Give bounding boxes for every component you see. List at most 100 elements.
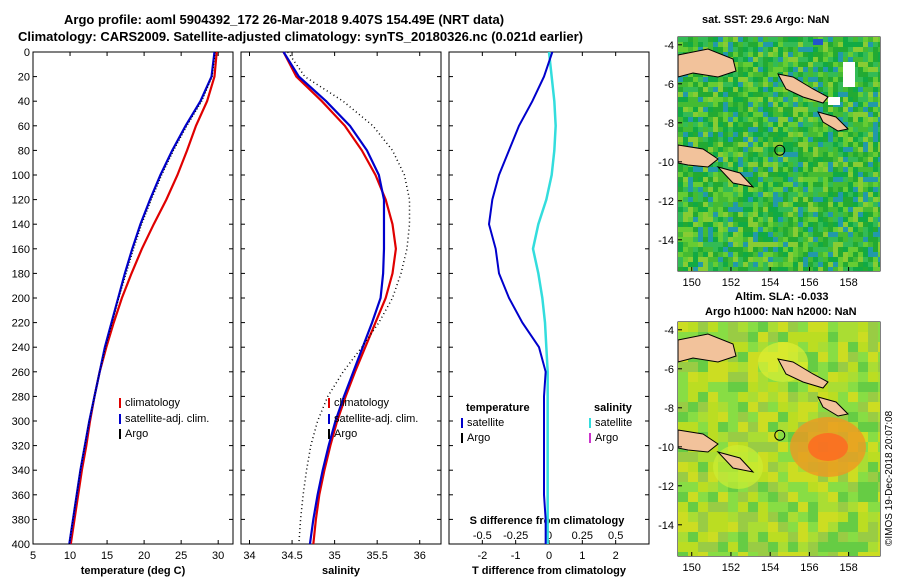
sst-map-cell (743, 167, 748, 172)
sst-map-cell (853, 132, 858, 137)
sst-map-cell (863, 67, 868, 72)
sst-map-cell (788, 67, 793, 72)
sst-map-cell (683, 232, 688, 237)
sst-map-cell (683, 172, 688, 177)
sst-map-cell (678, 187, 683, 192)
sla-map-cell (748, 372, 758, 382)
sla-map-cell (718, 322, 728, 332)
sla-map-cell (818, 482, 828, 492)
sst-map-cell (803, 182, 808, 187)
sst-map-cell (843, 57, 848, 62)
sst-map-cell (728, 237, 733, 242)
sst-map-cell (688, 142, 693, 147)
sst-map-cell (858, 137, 863, 142)
sst-map-cell (868, 187, 873, 192)
sst-map-cell (868, 57, 873, 62)
sst-map-cell (798, 127, 803, 132)
sst-map-cell (768, 127, 773, 132)
sst-map-cell (778, 157, 783, 162)
sst-map-cell (833, 162, 838, 167)
sst-map-cell (793, 62, 798, 67)
sla-map-cell (838, 512, 848, 522)
sla-map-cell (838, 322, 848, 332)
sla-map-cell (778, 542, 788, 552)
sst-map-cell (878, 217, 880, 222)
sst-map-cell (713, 132, 718, 137)
sla-map-cell (698, 422, 708, 432)
sst-map-cell (753, 52, 758, 57)
sst-map-cell (868, 162, 873, 167)
sst-map-cell (738, 157, 743, 162)
sst-map-cell (758, 112, 763, 117)
sst-map-cell (828, 147, 833, 152)
sst-map-cell (828, 252, 833, 257)
sst-map-cell (808, 127, 813, 132)
sst-map-cell (768, 82, 773, 87)
sst-map-cell (778, 92, 783, 97)
sst-map-cell (793, 167, 798, 172)
sst-map-cell (738, 202, 743, 207)
sla-map-cell (708, 542, 718, 552)
sst-map-cell (798, 142, 803, 147)
sla-map-cell (848, 352, 858, 362)
sla-map-cell (688, 512, 698, 522)
sst-map-cell (763, 112, 768, 117)
sst-map-cell (788, 267, 793, 271)
sla-map-cell (848, 552, 858, 556)
sla-map-cell (868, 412, 878, 422)
sst-map-cell (698, 107, 703, 112)
sst-map-cell (733, 62, 738, 67)
sla-map-cell (788, 522, 798, 532)
sst-map-cell (813, 102, 818, 107)
sst-map-cell (798, 42, 803, 47)
sst-map-cell (878, 152, 880, 157)
sst-map-cell (863, 227, 868, 232)
sst-map-cell (738, 52, 743, 57)
sst-map-cell (728, 97, 733, 102)
sst-map-cell (858, 77, 863, 82)
sst-map-cell (713, 247, 718, 252)
sst-map-cell (848, 92, 853, 97)
sst-map-cell (718, 177, 723, 182)
sst-map-cell (768, 157, 773, 162)
sst-map-cell (853, 172, 858, 177)
sst-map-cell (753, 92, 758, 97)
sst-map-cell (748, 72, 753, 77)
sla-map-cell (758, 532, 768, 542)
sst-map-cell (728, 222, 733, 227)
sst-map-cell (843, 217, 848, 222)
sst-map-cell (838, 107, 843, 112)
sst-map-cell (688, 167, 693, 172)
sst-map-cell (738, 152, 743, 157)
sst-map-cell (793, 122, 798, 127)
sst-map-cell (793, 267, 798, 271)
sst-map-cell (868, 67, 873, 72)
sst-map-cell (693, 92, 698, 97)
sla-map-cell (708, 392, 718, 402)
sst-map-cell (678, 112, 683, 117)
sst-map-cell (698, 242, 703, 247)
sst-map-cell (858, 132, 863, 137)
sst-map-cell (748, 67, 753, 72)
sst-map-cell (728, 107, 733, 112)
sst-map-cell (783, 207, 788, 212)
sla-lat-tick-label: -14 (658, 520, 674, 532)
sla-map-cell (798, 392, 808, 402)
sst-map-cell (853, 122, 858, 127)
sst-map-cell (743, 97, 748, 102)
sst-map-cell (743, 242, 748, 247)
sst-map-cell (873, 257, 878, 262)
sst-map-cell (783, 247, 788, 252)
sst-map-cell (703, 252, 708, 257)
sla-map-cell (768, 522, 778, 532)
sla-map-cell (758, 482, 768, 492)
sst-map-cell (868, 262, 873, 267)
sst-map-cell (843, 147, 848, 152)
sst-map-cell (753, 77, 758, 82)
sst-map-cell (828, 92, 833, 97)
sst-map-cell (868, 142, 873, 147)
sst-map-cell (688, 92, 693, 97)
sla-map-cell (748, 412, 758, 422)
sla-map-cell (758, 382, 768, 392)
sst-map-cell (758, 62, 763, 67)
